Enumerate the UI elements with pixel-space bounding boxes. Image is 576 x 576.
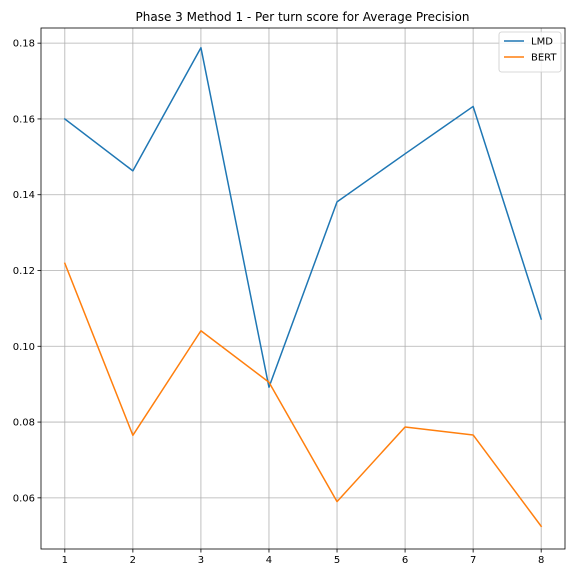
legend-box bbox=[498, 31, 562, 73]
legend: LMD BERT bbox=[498, 31, 562, 73]
x-tick-label: 3 bbox=[198, 555, 204, 566]
x-tick-label: 1 bbox=[62, 555, 68, 566]
chart-title: Phase 3 Method 1 - Per turn score for Av… bbox=[136, 10, 470, 24]
y-tick-label: 0.16 bbox=[13, 114, 35, 125]
axis-ticks: 1 2 3 4 5 6 7 8 0.06 0.08 0.10 0.12 0.14 0.16 0.18 bbox=[13, 39, 545, 566]
series-line-lmd bbox=[63, 46, 543, 388]
plot-frame bbox=[40, 27, 566, 550]
y-tick-label: 0.18 bbox=[13, 39, 35, 50]
x-tick-label: 2 bbox=[130, 555, 136, 566]
x-tick-label: 5 bbox=[334, 555, 340, 566]
legend-label: BERT bbox=[531, 53, 557, 64]
y-tick-label: 0.08 bbox=[13, 418, 35, 429]
y-tick-label: 0.10 bbox=[13, 342, 35, 353]
x-tick-label: 4 bbox=[266, 555, 272, 566]
x-tick-label: 7 bbox=[470, 555, 476, 566]
x-tick-label: 8 bbox=[538, 555, 544, 566]
x-tick-label: 6 bbox=[402, 555, 408, 566]
y-tick-label: 0.06 bbox=[13, 493, 35, 504]
series-line-bert bbox=[63, 262, 543, 528]
y-tick-label: 0.12 bbox=[13, 266, 35, 277]
legend-label: LMD bbox=[531, 37, 553, 48]
series-lines bbox=[63, 46, 543, 528]
y-tick-label: 0.14 bbox=[13, 190, 35, 201]
